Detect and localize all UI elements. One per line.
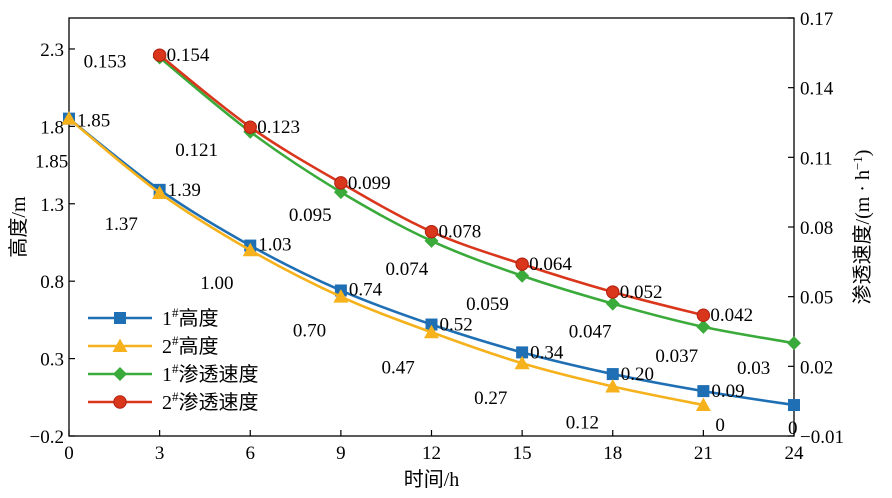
data-point-marker: [695, 397, 711, 412]
data-label: 0.47: [382, 357, 415, 378]
y-right-tick-label: 0.14: [800, 79, 834, 100]
data-point-marker: [514, 355, 530, 370]
data-label: 0.047: [569, 322, 612, 343]
data-point-marker: [515, 257, 529, 271]
data-point-marker: [697, 385, 710, 398]
y-right-tick-label: 0.05: [800, 288, 833, 309]
legend-marker: [113, 395, 127, 409]
data-point-marker: [61, 111, 77, 125]
data-point-marker: [424, 324, 439, 339]
legend-marker: [112, 338, 128, 352]
data-point-marker: [242, 242, 258, 257]
y-left-tick-label: 1.8: [40, 117, 64, 138]
y-left-tick-label: 0.3: [40, 350, 64, 371]
y-right-tick-label: 0.08: [800, 218, 833, 239]
data-point-marker: [152, 185, 168, 199]
data-label: 0.074: [386, 259, 429, 280]
y-right-tick-label: 0.17: [800, 9, 833, 30]
y-left-tick-label: 2.3: [40, 40, 64, 61]
data-label: 0.12: [566, 412, 599, 433]
data-label: 0.123: [257, 117, 300, 138]
data-label: 0.095: [289, 205, 332, 226]
x-tick-label: 9: [336, 443, 346, 464]
y-left-tick-label: −0.2: [30, 427, 64, 448]
data-point-marker: [605, 378, 621, 393]
x-tick-label: 6: [246, 443, 256, 464]
data-point-marker: [333, 185, 348, 200]
data-label: 0.078: [439, 222, 482, 243]
data-label: 0.064: [529, 254, 572, 275]
data-label: 0.059: [466, 294, 509, 315]
data-label: 0.34: [530, 342, 564, 363]
data-label: 0.27: [474, 388, 507, 409]
data-label: 1.39: [168, 180, 201, 201]
x-tick-label: 18: [603, 443, 622, 464]
y-right-tick-label: 0.02: [800, 357, 833, 378]
y-right-axis-title: 渗透速度/(m · h−1): [850, 150, 874, 305]
data-point-marker: [606, 285, 620, 299]
y-left-tick-label: 1.3: [40, 195, 64, 216]
legend-label: 2#渗透速度: [162, 389, 259, 414]
data-label: 1.85: [35, 152, 68, 173]
data-point-marker: [152, 48, 167, 62]
x-tick-label: 0: [64, 443, 74, 464]
data-point-marker: [334, 176, 348, 190]
data-label: 0.042: [710, 305, 753, 326]
x-axis-title: 时间/h: [404, 468, 460, 491]
data-point-marker: [605, 296, 620, 311]
data-label: 0.153: [84, 51, 127, 72]
data-point-marker: [787, 336, 801, 351]
legend-label: 2#高度: [162, 333, 219, 358]
data-label: 0.03: [737, 358, 770, 379]
data-label: 1.85: [77, 111, 110, 132]
data-point-marker: [788, 399, 800, 412]
data-point-marker: [424, 233, 439, 248]
data-point-marker: [606, 368, 619, 381]
legend-marker: [114, 312, 126, 324]
data-point-marker: [243, 120, 257, 134]
x-tick-label: 15: [513, 443, 532, 464]
data-point-marker: [696, 319, 711, 334]
data-label: 0.154: [167, 45, 210, 66]
axes-layer: 0 3 6 9 12 15 18 21 24 −0.2 0.3 0.8 1.3 1.8 2.3 −0.01 0.…: [7, 9, 874, 491]
legend-marker: [113, 367, 127, 381]
data-label: 0.20: [621, 364, 654, 385]
series-layer: [61, 48, 801, 412]
y-right-tick-label: −0.01: [800, 427, 844, 448]
data-label: 0.052: [620, 282, 663, 303]
data-label: 0.037: [655, 346, 698, 367]
data-label: 1.00: [200, 273, 233, 294]
series-line-1#渗透速度: [158, 56, 795, 345]
x-tick-label: 12: [422, 443, 441, 464]
data-point-marker: [424, 224, 439, 239]
data-label: 0.09: [711, 381, 744, 402]
legend-label: 1#高度: [162, 305, 219, 330]
y-right-tick-label: 0.11: [800, 148, 833, 169]
series-line-2#渗透速度: [158, 54, 704, 317]
y-left-axis-title: 高度/m: [7, 196, 30, 258]
data-label: 0.70: [293, 321, 326, 342]
x-tick-label: 21: [694, 443, 713, 464]
data-label: 0: [715, 415, 725, 436]
data-labels-layer: 1.85 1.39 1.03 0.74 0.52 0.34 0.20 0.09 0 1.85 1.3…: [35, 45, 798, 439]
legend-label: 1#渗透速度: [162, 361, 259, 386]
data-label: 0.74: [349, 279, 383, 300]
data-label: 0: [788, 418, 798, 439]
data-point-marker: [515, 268, 530, 283]
data-label: 0.52: [440, 315, 473, 336]
x-tick-label: 24: [785, 443, 805, 464]
data-label: 0.099: [348, 173, 391, 194]
data-label: 1.37: [105, 214, 138, 235]
y-left-tick-label: 0.8: [40, 272, 64, 293]
x-tick-label: 3: [155, 443, 165, 464]
data-label: 0.121: [175, 140, 218, 161]
data-label: 1.03: [258, 235, 291, 256]
data-point-marker: [696, 308, 711, 322]
legend: 1#高度 2#高度 1#渗透速度 2#渗透速度: [88, 305, 259, 414]
data-point-marker: [333, 289, 349, 303]
